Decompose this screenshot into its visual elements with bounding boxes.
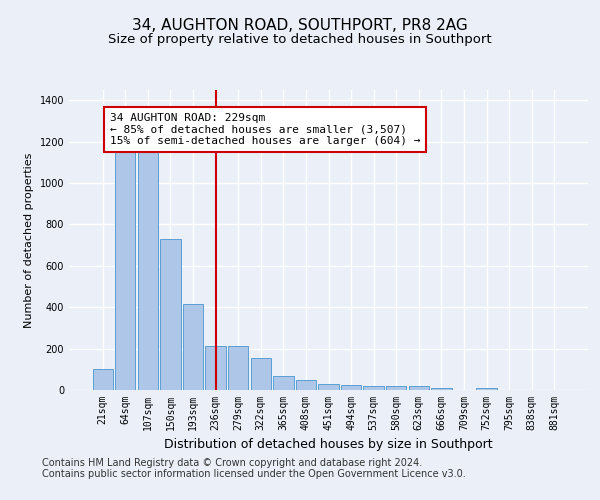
Bar — [409, 386, 429, 390]
Bar — [92, 370, 113, 390]
Bar — [386, 386, 406, 390]
Bar — [228, 346, 248, 390]
Bar — [251, 358, 271, 390]
Bar — [296, 380, 316, 390]
Text: Contains HM Land Registry data © Crown copyright and database right 2024.
Contai: Contains HM Land Registry data © Crown c… — [42, 458, 466, 479]
Bar — [319, 384, 338, 390]
Bar — [341, 385, 361, 390]
X-axis label: Distribution of detached houses by size in Southport: Distribution of detached houses by size … — [164, 438, 493, 452]
Y-axis label: Number of detached properties: Number of detached properties — [24, 152, 34, 328]
Bar — [364, 386, 384, 390]
Bar — [476, 388, 497, 390]
Bar — [273, 376, 293, 390]
Text: 34 AUGHTON ROAD: 229sqm
← 85% of detached houses are smaller (3,507)
15% of semi: 34 AUGHTON ROAD: 229sqm ← 85% of detache… — [110, 113, 420, 146]
Bar — [138, 152, 158, 390]
Bar — [115, 152, 136, 390]
Bar — [160, 239, 181, 390]
Text: Size of property relative to detached houses in Southport: Size of property relative to detached ho… — [108, 32, 492, 46]
Bar — [183, 304, 203, 390]
Text: 34, AUGHTON ROAD, SOUTHPORT, PR8 2AG: 34, AUGHTON ROAD, SOUTHPORT, PR8 2AG — [132, 18, 468, 32]
Bar — [205, 346, 226, 390]
Bar — [431, 388, 452, 390]
